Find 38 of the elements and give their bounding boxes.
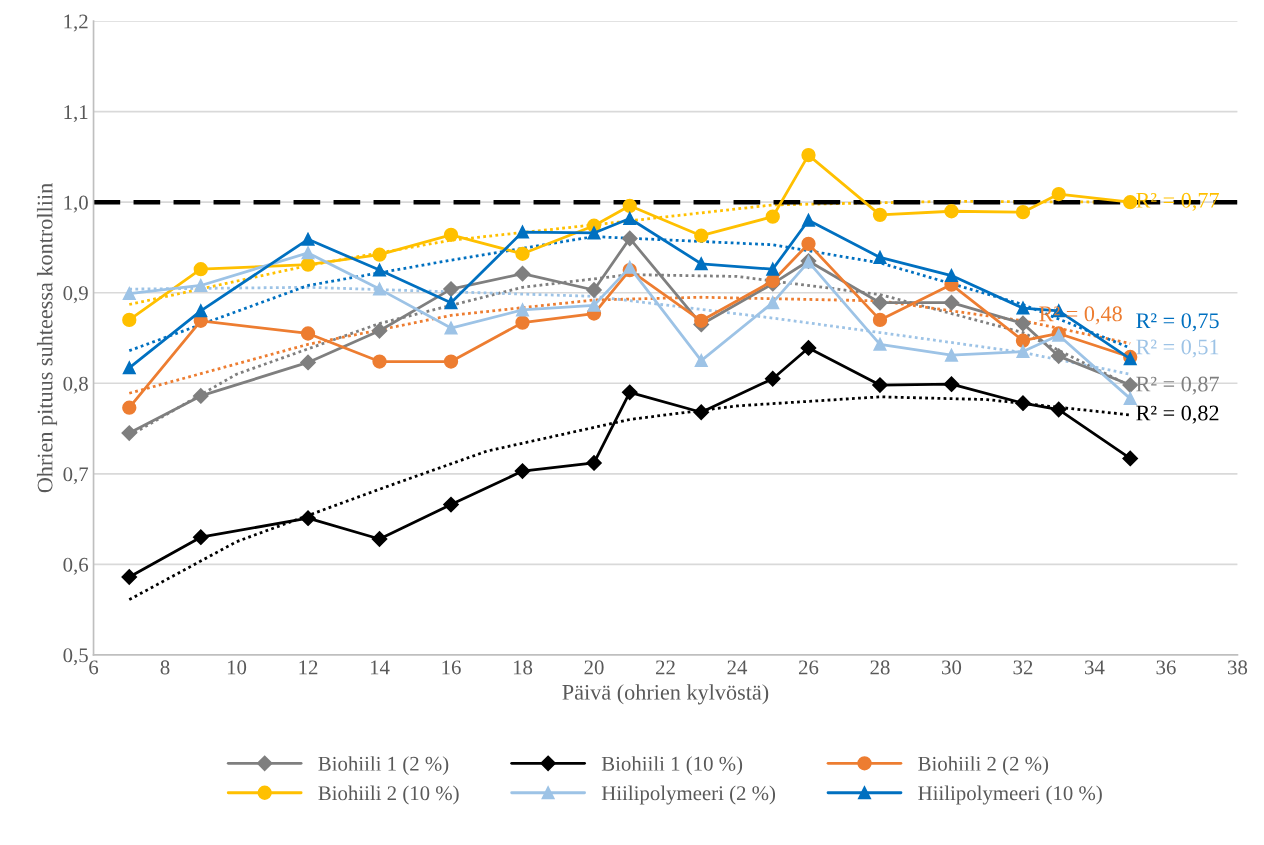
y-tick-label: 0,6 — [63, 557, 89, 575]
y-tick-label: 0,9 — [63, 286, 88, 304]
x-tick-label: 28 — [870, 660, 890, 675]
legend-label: Hiilipolymeeri (2 %) — [601, 785, 776, 805]
x-tick-label: 12 — [299, 660, 318, 675]
legend-label: Biohiili 2 (10 %) — [318, 785, 459, 805]
x-tick-label: 8 — [160, 660, 170, 675]
x-tick-label: 26 — [798, 660, 819, 675]
series-label: R² = 0,87 — [1136, 376, 1219, 395]
series-label: R² = 0,48 — [1039, 306, 1122, 325]
series-label: R² = 0,82 — [1136, 405, 1219, 424]
x-tick-label: 30 — [942, 660, 962, 675]
x-tick-label: 24 — [727, 660, 748, 675]
x-tick-label: 20 — [584, 660, 604, 675]
y-tick-label: 1,0 — [64, 195, 88, 213]
x-axis-title: Päivä (ohrien kylvöstä) — [562, 684, 769, 705]
y-axis-title: Ohrien pituus suhteessa kontrolliin — [36, 183, 58, 493]
legend-label: Hiilipolymeeri (10 %) — [918, 785, 1102, 805]
y-tick-label: 1,2 — [64, 14, 88, 32]
x-tick-label: 38 — [1228, 660, 1248, 675]
y-tick-label: 0,8 — [63, 376, 88, 394]
legend-label: Biohiili 2 (2 %) — [918, 756, 1049, 776]
x-tick-label: 10 — [227, 660, 247, 675]
legend-label: Biohiili 1 (2 %) — [318, 756, 449, 776]
y-tick-label: 0,5 — [63, 648, 88, 666]
y-tick-label: 0,7 — [63, 467, 89, 485]
x-tick-label: 36 — [1156, 660, 1176, 675]
series-label: R² = 0,51 — [1136, 339, 1219, 358]
series-label: R² = 0,75 — [1136, 313, 1219, 332]
x-tick-label: 22 — [655, 660, 675, 675]
x-tick-label: 34 — [1085, 660, 1105, 675]
legend-label: Biohiili 1 (10 %) — [601, 756, 743, 776]
x-tick-label: 6 — [89, 660, 99, 675]
x-tick-label: 16 — [442, 660, 461, 675]
x-tick-label: 32 — [1013, 660, 1033, 675]
x-tick-label: 14 — [370, 660, 390, 675]
x-tick-label: 18 — [513, 660, 533, 675]
y-tick-label: 1,1 — [64, 105, 88, 123]
